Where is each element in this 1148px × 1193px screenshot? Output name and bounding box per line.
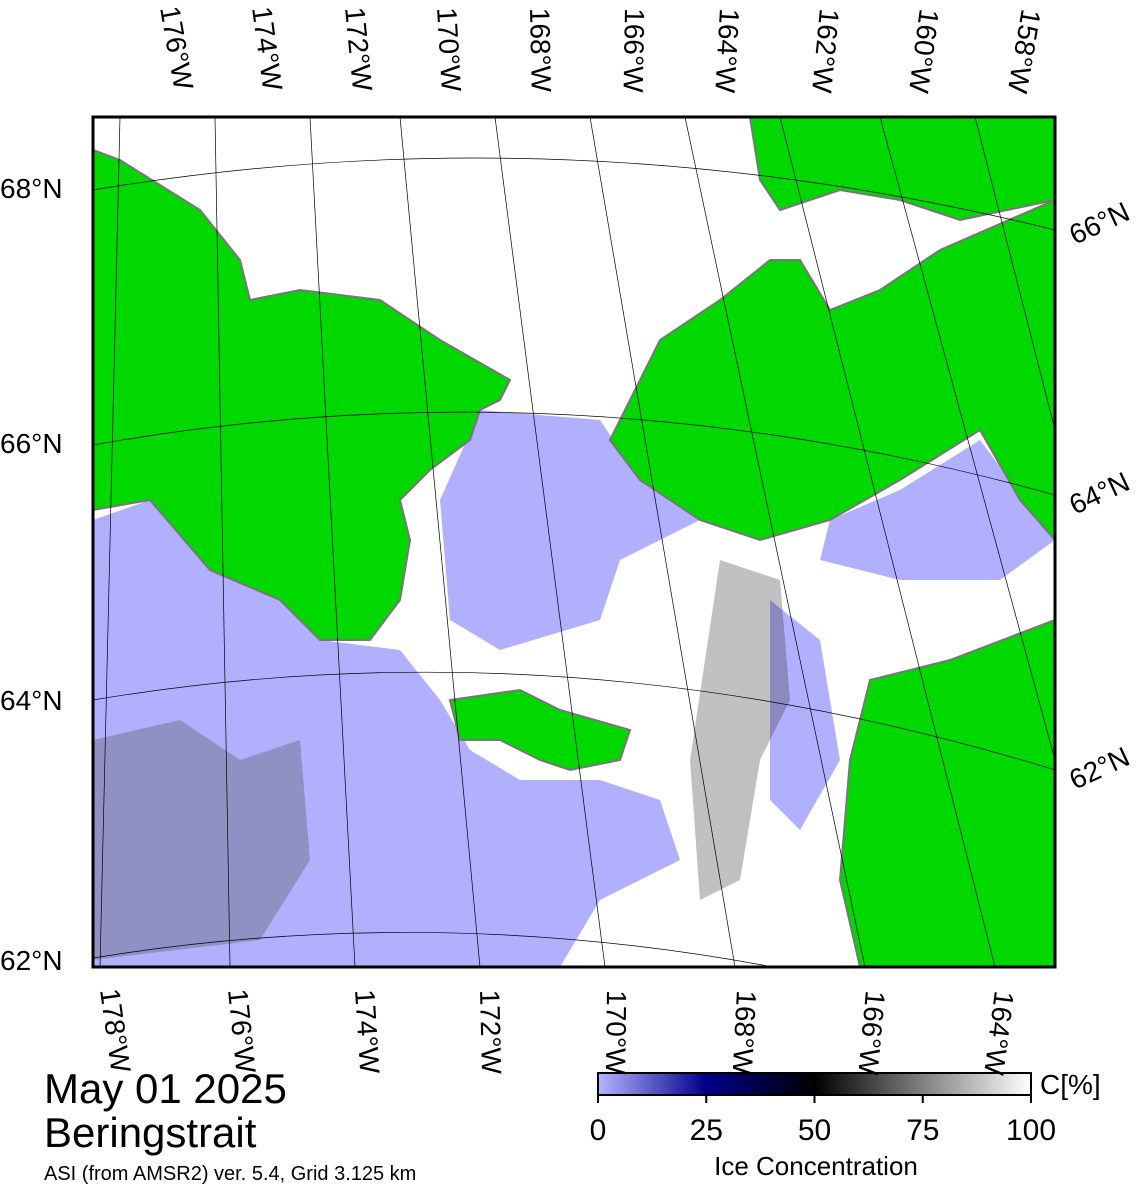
land	[748, 117, 1055, 222]
lon-label: 172°W	[474, 989, 507, 1075]
lon-label: 162°W	[806, 7, 845, 94]
land	[608, 198, 1055, 542]
colorbar-tick-label: 25	[690, 1114, 723, 1147]
lon-label: 166°W	[618, 8, 650, 93]
colorbar	[597, 1072, 1032, 1096]
lat-label: 64°N	[0, 685, 63, 716]
map-frame	[91, 115, 1057, 969]
colorbar-tick-label: 50	[798, 1114, 831, 1147]
sea-water	[93, 500, 680, 967]
source: ASI (from AMSR2) ver. 5.4, Grid 3.125 km	[44, 1163, 416, 1185]
lat-label: 66°N	[0, 428, 63, 459]
date: May 01 2025	[44, 1065, 287, 1112]
colorbar-unit: C[%]	[1040, 1069, 1101, 1100]
lon-label: 176°W	[222, 987, 261, 1075]
lon-label: 168°W	[524, 7, 557, 93]
lon-label: 170°W	[431, 7, 467, 94]
sea-ice	[93, 720, 310, 960]
lon-label: 160°W	[903, 7, 945, 95]
colorbar-label: Ice Concentration	[714, 1151, 918, 1181]
lat-label: 62°N	[1064, 741, 1134, 796]
lon-label: 174°W	[246, 5, 288, 93]
lon-label: 172°W	[339, 6, 378, 94]
lon-label: 166°W	[852, 989, 891, 1076]
lon-label: 174°W	[349, 988, 385, 1075]
lat-label: 62°N	[0, 945, 63, 976]
lat-label: 64°N	[1064, 466, 1134, 521]
lon-label: 164°W	[709, 8, 745, 95]
colorbar-tick-label: 75	[906, 1114, 939, 1147]
region: Beringstrait	[44, 1109, 257, 1156]
land	[93, 148, 512, 641]
lon-label: 158°W	[1002, 7, 1047, 96]
sea-ice	[690, 560, 790, 900]
sea-water	[440, 410, 700, 650]
lon-label: 176°W	[154, 4, 199, 93]
lat-label: 66°N	[1064, 196, 1134, 251]
graticule	[93, 117, 1055, 967]
lon-label: 168°W	[727, 990, 762, 1076]
map-body	[93, 117, 1055, 967]
sea-water	[770, 600, 840, 830]
lon-label: 178°W	[94, 987, 137, 1075]
colorbar-tick-label: 0	[590, 1114, 607, 1147]
land	[448, 688, 632, 772]
colorbar-tick-label: 100	[1006, 1114, 1056, 1147]
lon-label: 170°W	[600, 990, 632, 1075]
lat-label: 68°N	[0, 173, 63, 204]
land	[838, 618, 1055, 967]
lon-label: 164°W	[978, 989, 1020, 1077]
